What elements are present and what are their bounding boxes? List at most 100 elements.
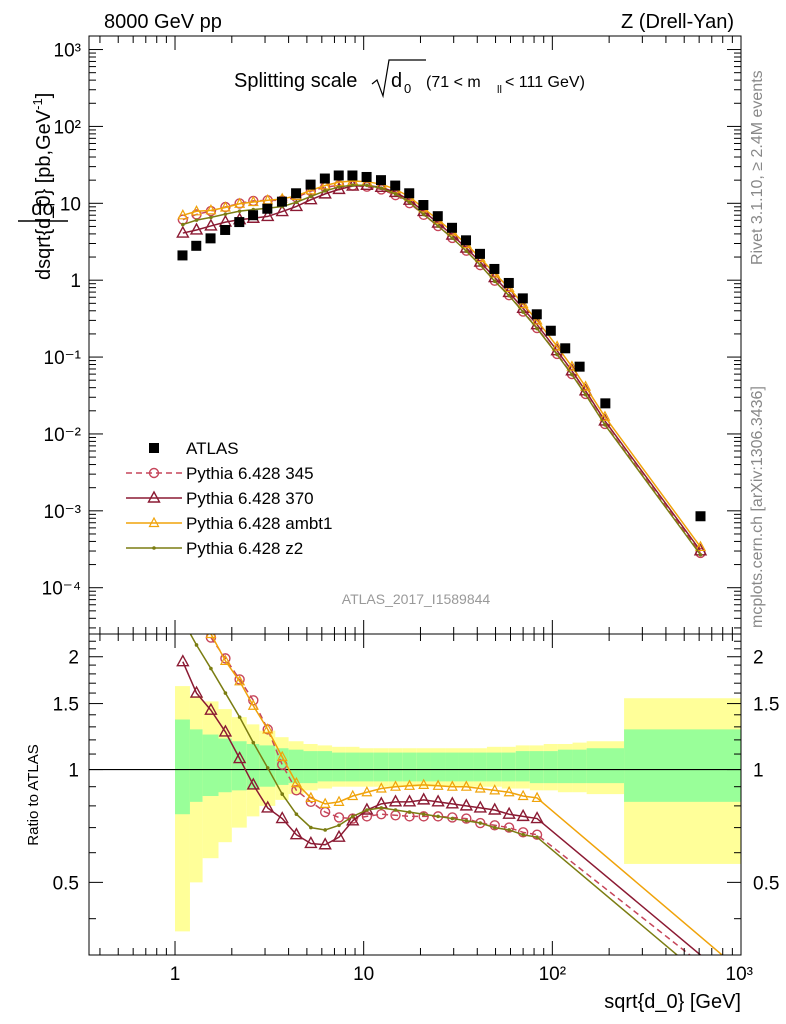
atlas-data-point [248, 210, 259, 221]
mc-4-marker [194, 218, 199, 222]
chart-title: Splitting scale d 0 (71 < m ll < 111 GeV… [234, 59, 585, 99]
ratio-y-tick-label-right: 1.5 [753, 695, 779, 716]
mc-2-ratio-marker [246, 777, 260, 790]
x-tick-label: 1 [170, 964, 181, 985]
mc-2-ratio-marker [431, 794, 445, 807]
mc-2-ratio-marker [218, 724, 233, 737]
legend-label-2: Pythia 6.428 370 [186, 489, 314, 508]
mc-2-ratio-marker [346, 813, 360, 826]
mc-3-marker [177, 209, 189, 220]
mc-4-ratio-marker [350, 814, 355, 819]
main-y-tick-label: 10³ [54, 41, 81, 62]
ratio-band-stat [303, 751, 318, 784]
main-plot-background [89, 36, 741, 634]
mc-2-ratio-marker [289, 827, 304, 840]
mc-3-ratio-marker [460, 780, 472, 791]
mc-4-marker [337, 185, 341, 189]
atlas-data-point [390, 180, 401, 191]
mc-1-ratio-line [207, 634, 692, 955]
mc-4-marker [237, 209, 242, 213]
ratio-band-stat [317, 751, 333, 782]
mc-4-marker [570, 372, 574, 377]
title-range-sub: ll [497, 84, 502, 96]
legend-label-1: Pythia 6.428 345 [186, 464, 314, 483]
ratio-band-stat [529, 751, 544, 784]
mc-3-marker [517, 297, 529, 309]
mc-2-ratio-marker [204, 702, 218, 715]
mc-3-marker [566, 360, 578, 371]
mc-1-ratio-marker [503, 822, 515, 833]
ratio-band-stat [202, 734, 219, 797]
main-plot-ticks: 10³ 10² 10 1 10⁻¹ 10⁻² 10⁻³ 10⁻⁴ [42, 36, 742, 634]
mc-4-marker [583, 392, 588, 397]
mc-3-ratio-marker [262, 723, 274, 734]
ratio-band-stat [445, 752, 459, 782]
ratio-band-stat [430, 752, 446, 782]
mc-4-ratio-marker [535, 835, 539, 839]
mc-3-ratio-marker [432, 779, 444, 790]
ratio-band-stat [189, 729, 203, 802]
legend-marker-2 [147, 490, 161, 503]
mc-4-ratio-marker [194, 643, 199, 647]
atlas-data-point [305, 179, 316, 190]
mc-3-ratio-marker [333, 795, 345, 806]
mc-4-marker [209, 215, 213, 220]
atlas-data-point [404, 188, 415, 199]
mc-2-ratio-marker [304, 836, 318, 849]
ratio-y-tick-label-right: 2 [753, 648, 764, 669]
ratio-band-stat [586, 748, 625, 784]
mc-2-ratio-marker [189, 685, 204, 698]
atlas-data-point [276, 196, 287, 207]
title-sqrt-d: d [391, 70, 402, 92]
mc-2-ratio-marker [502, 806, 516, 819]
mc-4-marker [294, 200, 299, 205]
ratio-band-stat [218, 738, 232, 793]
ylabel-denominator: dsqrt{d_0} [pb,GeV-1] [30, 93, 55, 280]
ratio-band-stat [332, 752, 346, 782]
main-plot-content [176, 170, 708, 559]
mc-4-ratio-marker [379, 806, 384, 810]
atlas-data-point [695, 511, 706, 522]
mc-3-ratio-marker [319, 797, 331, 808]
ylabel-numerator: dσ [31, 198, 55, 220]
mc-3-ratio-marker [446, 780, 458, 791]
atlas-data-point [517, 293, 528, 304]
legend-marker-3 [148, 516, 160, 528]
atlas-data-point [574, 361, 585, 372]
mc-1-ratio-marker [517, 827, 529, 838]
mc-3-marker [219, 201, 231, 212]
mc-4-ratio-marker [223, 691, 228, 695]
ratio-band-stat [373, 752, 389, 782]
mc-2-marker [304, 192, 318, 205]
ratio-band-stat [416, 752, 431, 782]
legend-marker-1 [148, 467, 160, 479]
main-plot-panel: 10³ 10² 10 1 10⁻¹ 10⁻² 10⁻³ 10⁻⁴ [42, 35, 742, 635]
mc-3-marker [205, 204, 217, 215]
title-range-end: < 111 GeV) [505, 74, 585, 91]
ratio-band-stat [175, 719, 190, 815]
mc-4-marker [379, 186, 384, 190]
ratio-band-stat [486, 752, 502, 782]
mc-3-marker [580, 380, 592, 391]
ratio-y-tick-label: 1 [68, 761, 79, 782]
mc-4-ratio-marker [294, 812, 299, 817]
atlas-data-point [319, 173, 330, 184]
mc-1-ratio-marker [361, 811, 373, 822]
mc-1-ratio-marker [461, 813, 472, 824]
atlas-data-point [361, 171, 372, 182]
ratio-band-stat [231, 741, 247, 791]
mc-1-ratio-marker [220, 653, 231, 664]
ratio-band-stat [515, 751, 530, 782]
mc-3-marker [531, 314, 543, 325]
legend: ATLAS Pythia 6.428 345 Pythia 6.428 370 Pyt… [126, 439, 332, 558]
mc-2-ratio-marker [261, 800, 275, 813]
main-y-tick-label: 10⁻⁴ [42, 579, 81, 600]
mc-4-ratio-marker [309, 825, 313, 830]
mc-3-ratio-line [210, 634, 724, 955]
mc-4-marker [507, 293, 511, 298]
mc-4-ratio-marker [323, 828, 327, 832]
mc-4-marker [223, 212, 228, 216]
mc-2-ratio-marker [516, 808, 530, 822]
mcplots-credit-text: mcplots.cern.ch [arXiv:1306.3436] [749, 386, 766, 628]
